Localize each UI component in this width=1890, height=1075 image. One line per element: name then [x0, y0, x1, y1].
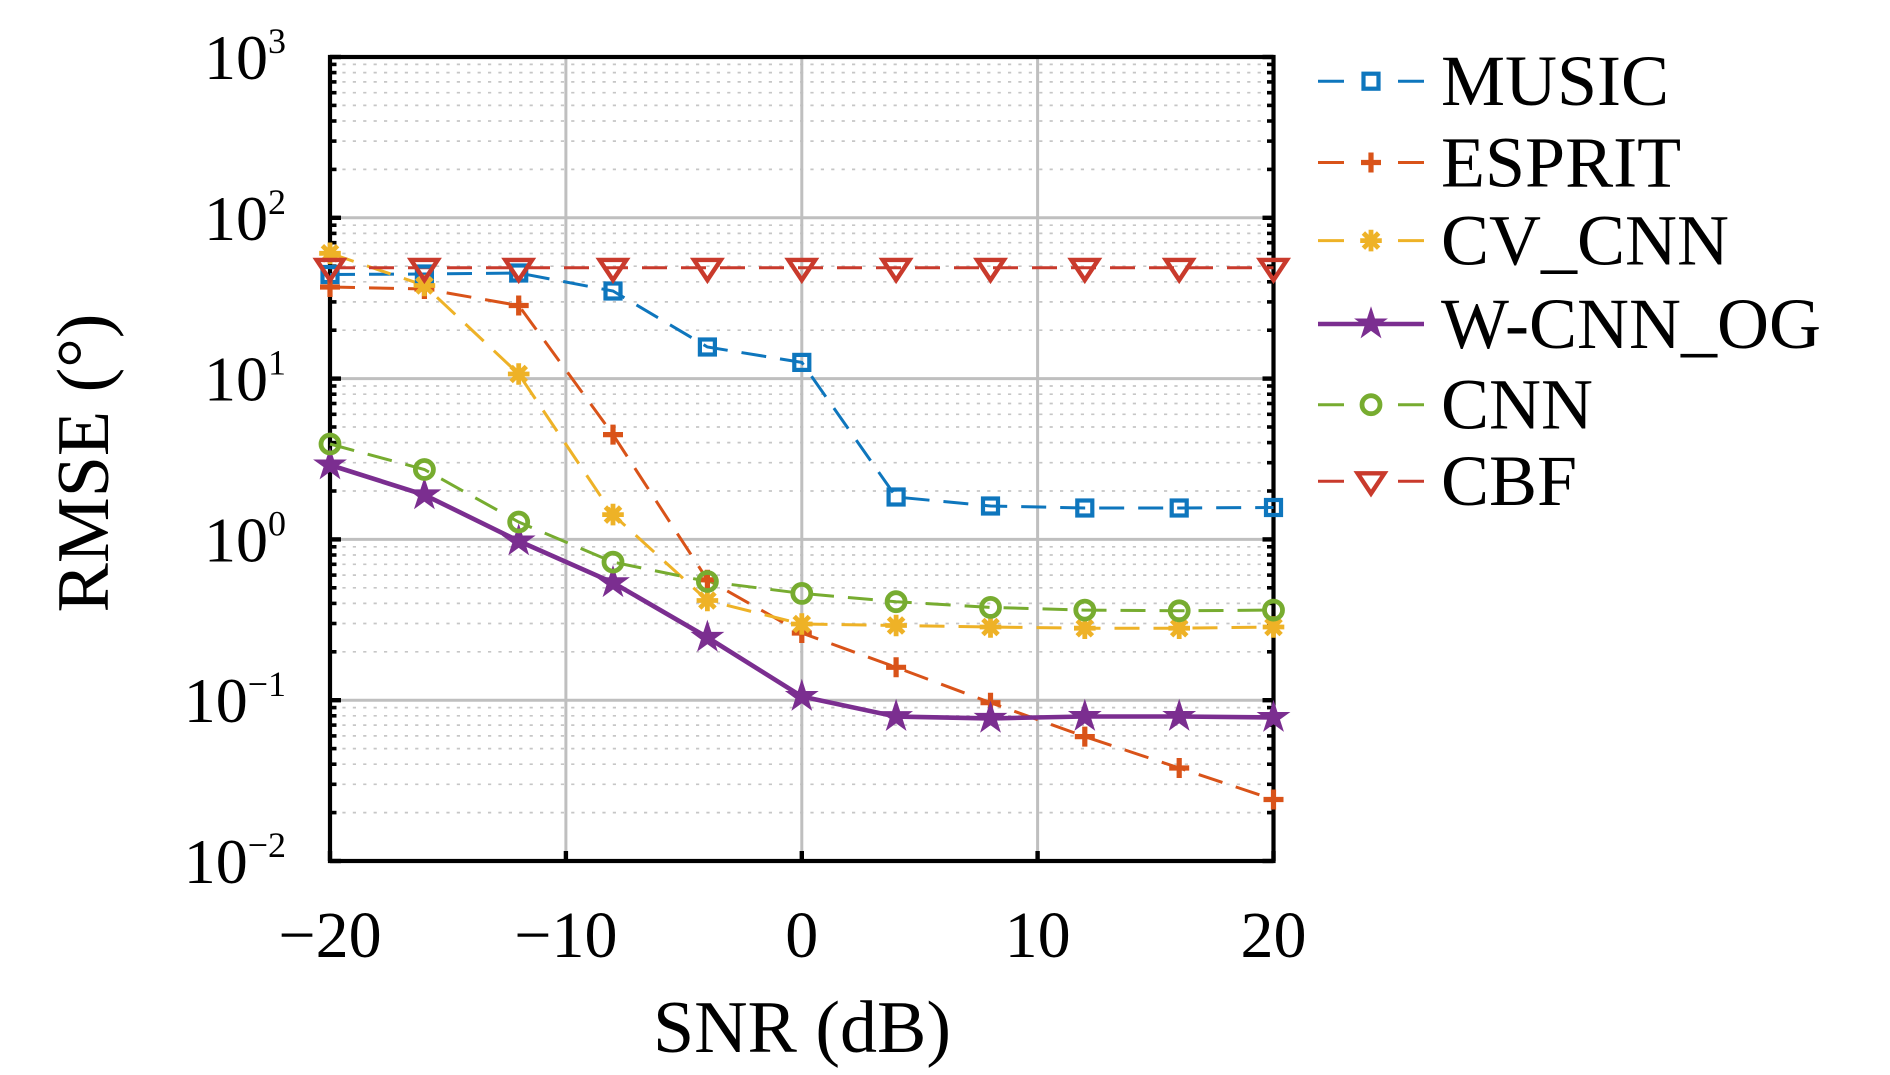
svg-text:103: 103: [204, 21, 286, 93]
svg-text:SNR (dB): SNR (dB): [653, 987, 951, 1069]
svg-text:RMSE (°): RMSE (°): [43, 314, 125, 613]
svg-text:101: 101: [204, 343, 286, 415]
svg-text:10−1: 10−1: [184, 664, 286, 736]
svg-text:20: 20: [1241, 899, 1307, 972]
svg-text:102: 102: [204, 182, 286, 254]
svg-text:ESPRIT: ESPRIT: [1441, 123, 1681, 203]
svg-text:−20: −20: [278, 899, 381, 972]
svg-text:100: 100: [204, 503, 286, 575]
svg-text:CNN: CNN: [1441, 365, 1593, 445]
svg-text:10−2: 10−2: [184, 825, 286, 897]
svg-text:0: 0: [785, 899, 818, 972]
svg-text:W-CNN_OG: W-CNN_OG: [1441, 284, 1821, 364]
svg-text:CV_CNN: CV_CNN: [1441, 201, 1729, 281]
svg-text:10: 10: [1005, 899, 1071, 972]
svg-text:MUSIC: MUSIC: [1441, 41, 1669, 121]
svg-text:CBF: CBF: [1441, 441, 1577, 521]
svg-text:−10: −10: [514, 899, 617, 972]
